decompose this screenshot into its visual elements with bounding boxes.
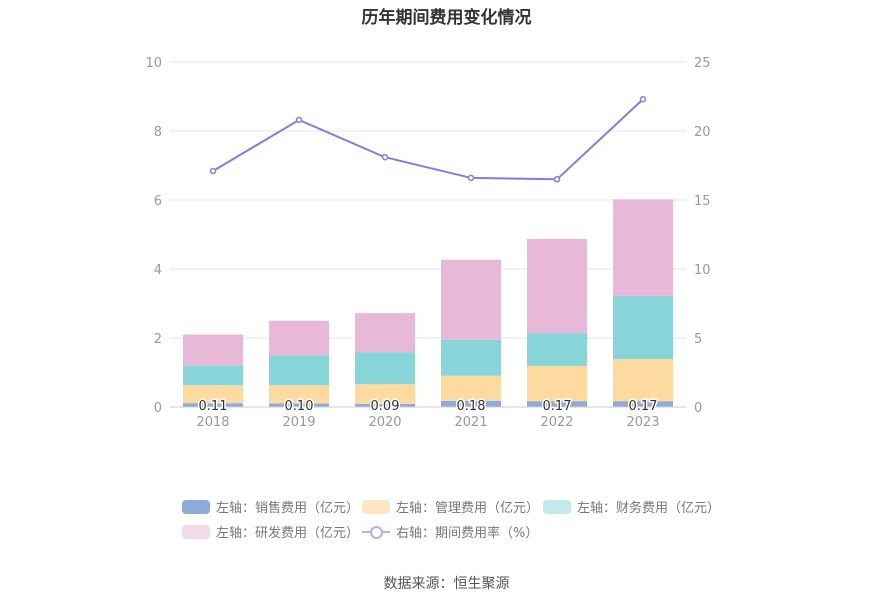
bar-segment — [441, 400, 501, 407]
left-tick-label: 8 — [154, 125, 162, 140]
legend-swatch-sales — [182, 499, 210, 514]
legend-swatch-admin — [362, 499, 390, 514]
legend-swatch-finance — [543, 499, 571, 514]
bar-segment — [441, 375, 501, 401]
legend-item-rnd[interactable]: 左轴：研发费用（亿元） — [182, 522, 359, 541]
rate-point — [639, 96, 647, 103]
data-label: 0.09 — [371, 399, 400, 414]
x-tick-label: 2018 — [196, 415, 229, 430]
legend-item-admin[interactable]: 左轴：管理费用（亿元） — [362, 497, 539, 516]
legend-label-admin: 左轴：管理费用（亿元） — [396, 501, 540, 516]
bar-segment — [355, 403, 415, 407]
left-tick-label: 10 — [145, 56, 162, 71]
left-tick-label: 2 — [154, 332, 162, 347]
rate-point — [295, 116, 303, 124]
data-label: 0.11 — [199, 399, 228, 414]
legend-item-finance[interactable]: 左轴：财务费用（亿元） — [543, 497, 720, 516]
legend-label-rate: 右轴：期间费用率（%） — [396, 526, 539, 541]
bar-segment — [613, 199, 673, 296]
left-tick-label: 6 — [154, 194, 162, 209]
bar-segment — [441, 259, 501, 340]
legend-swatch-rate — [362, 525, 390, 539]
bar-segment — [355, 313, 415, 353]
bar-segment — [269, 355, 329, 386]
data-label: 0.18 — [457, 399, 486, 414]
x-tick-label: 2023 — [626, 415, 659, 430]
legend-label-sales: 左轴：销售费用（亿元） — [216, 501, 360, 516]
legend-item-sales[interactable]: 左轴：销售费用（亿元） — [182, 497, 359, 516]
rate-point — [467, 174, 475, 182]
bar-segment — [613, 295, 673, 360]
x-tick-label: 2022 — [540, 415, 573, 430]
bar-segment — [613, 401, 673, 407]
x-tick-label: 2020 — [368, 415, 401, 430]
bar-segment — [613, 359, 673, 402]
right-tick-label: 20 — [694, 125, 711, 140]
bar-segment — [527, 401, 587, 407]
bar-segment — [527, 365, 587, 402]
x-tick-label: 2021 — [454, 415, 487, 430]
bar-segment — [183, 334, 243, 366]
legend-item-rate[interactable]: 右轴：期间费用率（%） — [362, 522, 538, 541]
rate-point — [553, 176, 561, 183]
legend-swatch-rnd — [182, 524, 210, 539]
bar-segment — [269, 403, 329, 407]
bar-segment — [527, 333, 587, 366]
legend-label-rnd: 左轴：研发费用（亿元） — [216, 526, 360, 541]
bar-segment — [527, 238, 587, 334]
bar-segment — [183, 403, 243, 407]
chart-title: 历年期间费用变化情况 — [361, 8, 532, 28]
rate-line — [212, 98, 644, 181]
bar-segment — [183, 365, 243, 386]
rate-point — [381, 153, 389, 161]
x-tick-label: 2019 — [282, 415, 315, 430]
right-tick-label: 15 — [694, 194, 711, 209]
right-tick-label: 25 — [694, 56, 711, 71]
data-label: 0.17 — [629, 399, 658, 414]
left-tick-label: 4 — [154, 263, 162, 278]
bar-segment — [183, 385, 243, 404]
data-label: 0.10 — [285, 399, 314, 414]
right-tick-label: 0 — [694, 401, 702, 416]
rate-point — [209, 167, 217, 175]
right-tick-label: 5 — [694, 332, 702, 347]
data-label: 0.17 — [543, 399, 572, 414]
bar-segment — [269, 320, 329, 356]
legend-label-finance: 左轴：财务费用（亿元） — [577, 501, 721, 516]
data-source: 数据来源：恒生聚源 — [383, 576, 510, 592]
left-tick-label: 0 — [154, 401, 162, 416]
bar-segment — [355, 352, 415, 385]
bar-segment — [441, 339, 501, 376]
right-tick-label: 10 — [694, 263, 711, 278]
bar-segment — [355, 384, 415, 404]
bar-segment — [269, 385, 329, 404]
